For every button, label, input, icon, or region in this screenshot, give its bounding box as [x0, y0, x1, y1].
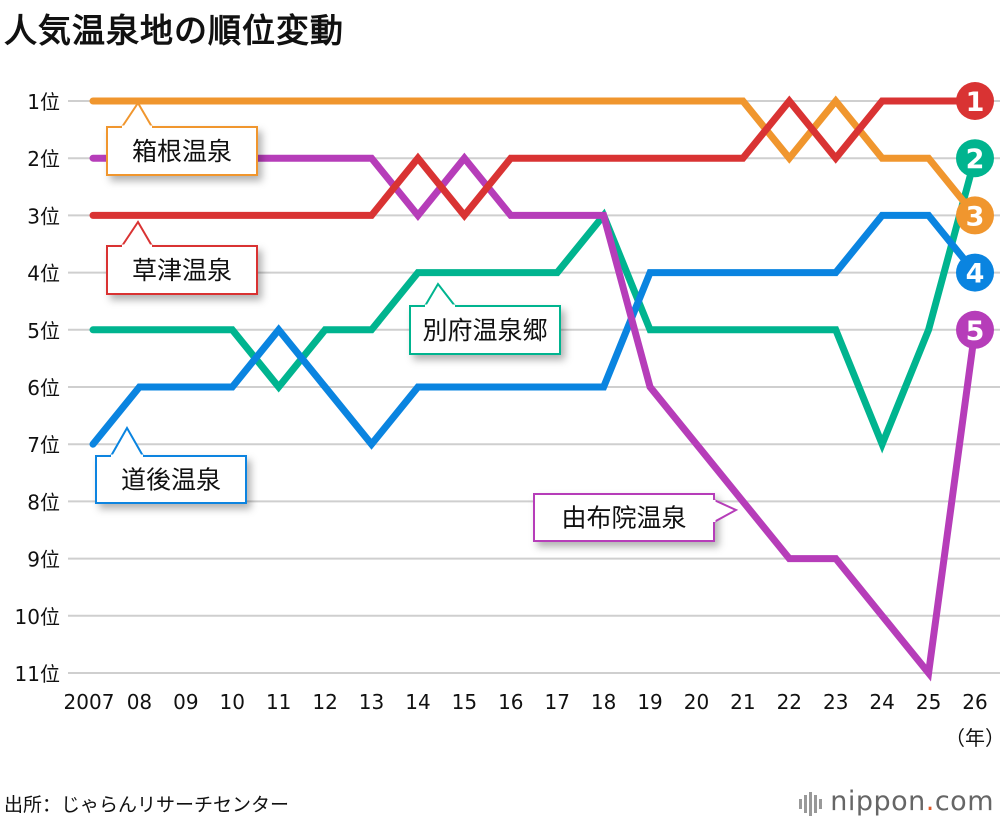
end-marker-circle — [956, 196, 994, 235]
callout-pointer — [110, 425, 144, 457]
end-marker-label: 5 — [966, 316, 985, 347]
y-tick-label: 1位 — [27, 90, 60, 114]
chart-title: 人気温泉地の順位変動 — [4, 11, 344, 50]
end-rank-marker: 4 — [956, 253, 994, 292]
callout-box — [95, 455, 247, 504]
callout-pointer — [713, 499, 739, 523]
end-rank-marker: 5 — [956, 310, 994, 349]
x-tick-label: 14 — [405, 690, 430, 714]
series-callout-label: 箱根温泉 — [106, 101, 258, 176]
y-tick-label: 3位 — [27, 204, 60, 228]
callout-pointer — [424, 282, 456, 307]
x-tick-label: 24 — [869, 690, 894, 714]
end-marker-circle — [956, 139, 994, 178]
x-tick-label: 16 — [498, 690, 523, 714]
end-marker-circle — [956, 82, 994, 120]
logo-mark-icon — [799, 787, 824, 818]
y-tick-label: 11位 — [15, 662, 60, 686]
series-line-4 — [89, 152, 979, 682]
series-callout-label: 由布院温泉 — [533, 493, 739, 542]
x-tick-label: 22 — [777, 690, 802, 714]
end-rank-marker: 3 — [956, 196, 994, 235]
x-tick-label: 17 — [544, 690, 569, 714]
end-marker-circle — [956, 310, 994, 349]
x-tick-label: 19 — [637, 690, 662, 714]
x-tick-label: 25 — [916, 690, 941, 714]
series-name: 箱根温泉 — [132, 137, 232, 166]
end-marker-label: 2 — [966, 144, 985, 175]
x-tick-label: 13 — [359, 690, 384, 714]
x-tick-label: 26 — [962, 690, 987, 714]
series-line-3 — [89, 211, 979, 450]
callout-box — [106, 245, 258, 295]
end-rank-marker: 1 — [956, 82, 994, 120]
end-marker-label: 4 — [966, 259, 985, 290]
end-rank-marker: 2 — [956, 139, 994, 178]
x-tick-label: 23 — [823, 690, 848, 714]
callout-pointer — [121, 101, 153, 128]
x-tick-label: 21 — [730, 690, 755, 714]
end-marker-circle — [956, 253, 994, 292]
x-tick-label: 15 — [452, 690, 477, 714]
x-unit-label: （年） — [945, 726, 1000, 750]
y-tick-label: 4位 — [27, 262, 60, 286]
callout-box — [409, 305, 561, 355]
series-line-0 — [89, 95, 979, 219]
nippon-logo: nippon.com — [799, 786, 994, 818]
x-tick-label: 11 — [266, 690, 291, 714]
x-tick-label: 18 — [591, 690, 616, 714]
y-tick-label: 2位 — [27, 147, 60, 171]
source-note: 出所：じゃらんリサーチセンター — [4, 794, 290, 816]
x-tick-label: 08 — [127, 690, 152, 714]
end-marker-label: 3 — [966, 201, 985, 232]
y-tick-label: 9位 — [27, 548, 60, 572]
x-tick-label: 10 — [220, 690, 245, 714]
x-tick-label: 12 — [312, 690, 337, 714]
callout-box — [533, 493, 715, 542]
end-marker-label: 1 — [966, 87, 985, 118]
series-callout-label: 別府温泉郷 — [409, 282, 561, 355]
callout-box — [106, 126, 258, 176]
series-line-2 — [89, 154, 979, 454]
y-tick-label: 6位 — [27, 376, 60, 400]
y-tick-label: 5位 — [27, 319, 60, 343]
series-name: 別府温泉郷 — [422, 316, 547, 345]
callout-pointer — [121, 220, 153, 247]
y-tick-label: 7位 — [27, 433, 60, 457]
y-tick-label: 8位 — [27, 490, 60, 514]
series-name: 道後温泉 — [121, 466, 221, 495]
y-tick-label: 10位 — [15, 605, 60, 629]
x-tick-label: 20 — [684, 690, 709, 714]
series-line-1 — [89, 95, 979, 221]
series-callout-label: 草津温泉 — [106, 220, 258, 295]
series-callout-label: 道後温泉 — [95, 425, 247, 504]
series-name: 由布院温泉 — [561, 504, 686, 533]
x-tick-label: 2007 — [64, 690, 115, 714]
series-name: 草津温泉 — [132, 256, 232, 285]
x-tick-label: 09 — [173, 690, 198, 714]
